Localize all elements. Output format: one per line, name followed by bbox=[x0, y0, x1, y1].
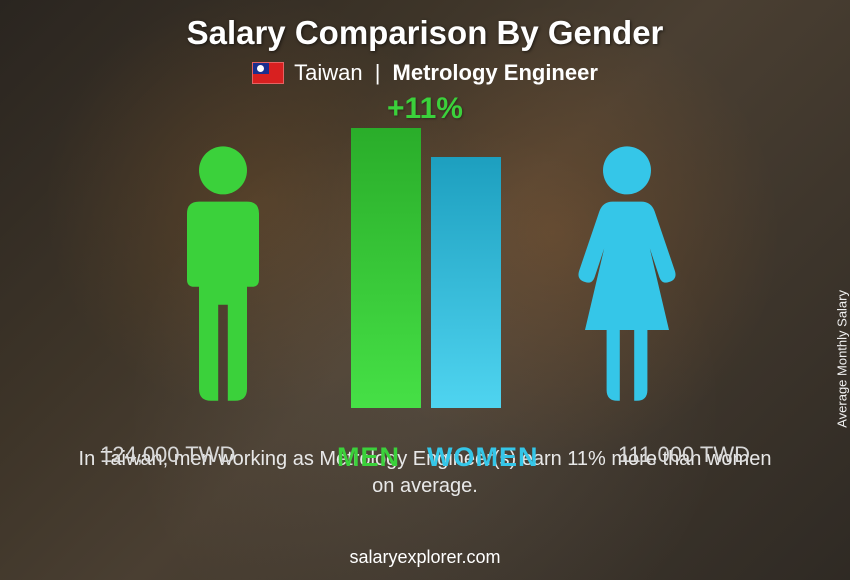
men-bar bbox=[351, 128, 421, 408]
subtitle-row: Taiwan | Metrology Engineer bbox=[252, 60, 598, 86]
women-bar bbox=[431, 157, 501, 408]
subtitle-country: Taiwan bbox=[294, 60, 362, 85]
subtitle: Taiwan | Metrology Engineer bbox=[294, 60, 598, 86]
source-link[interactable]: salaryexplorer.com bbox=[0, 547, 850, 568]
percent-delta: +11% bbox=[387, 92, 463, 126]
chart-area: 124,000 TWD MEN WOMEN 111,000 TWD bbox=[105, 128, 745, 438]
subtitle-separator: | bbox=[375, 60, 381, 85]
women-salary-value: 111,000 TWD bbox=[618, 442, 750, 468]
page-title: Salary Comparison By Gender bbox=[187, 14, 664, 52]
male-figure-icon bbox=[163, 144, 283, 408]
subtitle-job: Metrology Engineer bbox=[393, 60, 598, 85]
men-salary-value: 124,000 TWD bbox=[100, 442, 235, 468]
female-figure-icon bbox=[567, 144, 687, 408]
taiwan-flag-icon bbox=[252, 62, 284, 84]
men-category-label: MEN bbox=[337, 442, 400, 473]
y-axis-label: Average Monthly Salary bbox=[835, 290, 850, 428]
women-category-label: WOMEN bbox=[427, 442, 538, 473]
